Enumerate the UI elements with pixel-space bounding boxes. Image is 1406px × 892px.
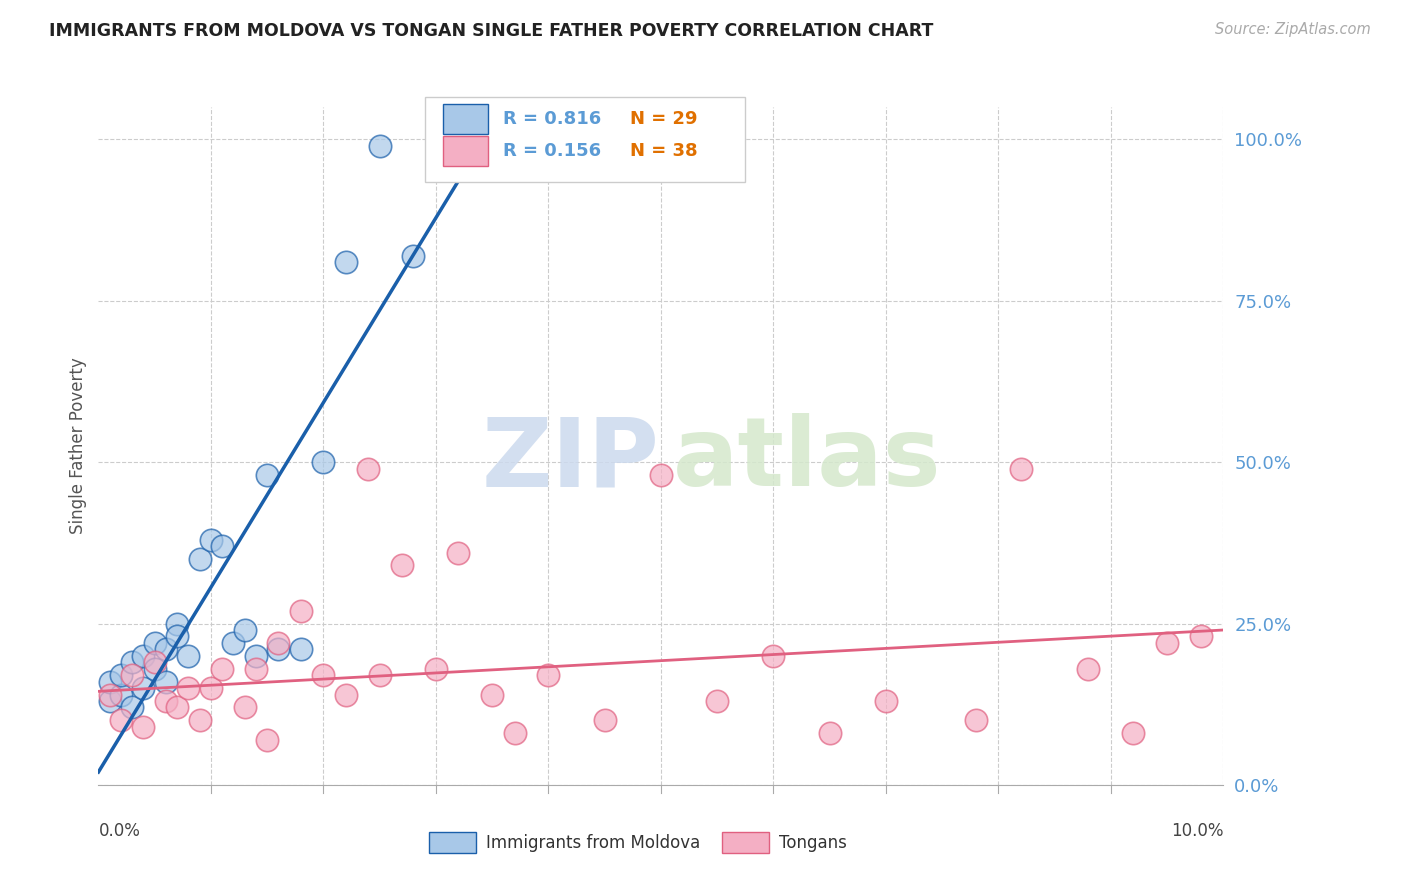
Text: N = 38: N = 38 bbox=[630, 142, 697, 160]
Point bbox=[1156, 636, 1178, 650]
Point bbox=[447, 545, 470, 559]
Point bbox=[132, 681, 155, 695]
Point bbox=[98, 694, 121, 708]
Text: 0.0%: 0.0% bbox=[98, 822, 141, 840]
Point bbox=[368, 138, 391, 153]
Point bbox=[965, 714, 987, 728]
Point bbox=[166, 616, 188, 631]
Point bbox=[537, 668, 560, 682]
Point bbox=[425, 662, 447, 676]
Point bbox=[155, 642, 177, 657]
Point bbox=[121, 700, 143, 714]
Point bbox=[132, 648, 155, 663]
Point bbox=[143, 636, 166, 650]
Point bbox=[1122, 726, 1144, 740]
Point bbox=[98, 688, 121, 702]
Text: ZIP: ZIP bbox=[482, 413, 659, 506]
Text: atlas: atlas bbox=[672, 413, 942, 506]
Point bbox=[650, 468, 672, 483]
Y-axis label: Single Father Poverty: Single Father Poverty bbox=[69, 358, 87, 534]
Point bbox=[98, 674, 121, 689]
Point bbox=[233, 623, 256, 637]
FancyBboxPatch shape bbox=[429, 832, 477, 853]
Point bbox=[110, 668, 132, 682]
Point bbox=[166, 630, 188, 644]
Point bbox=[177, 648, 200, 663]
Point bbox=[245, 662, 267, 676]
Point bbox=[290, 642, 312, 657]
Point bbox=[121, 655, 143, 669]
Point bbox=[593, 714, 616, 728]
Point bbox=[121, 668, 143, 682]
Point bbox=[110, 688, 132, 702]
Point bbox=[357, 461, 380, 475]
Point bbox=[222, 636, 245, 650]
Point bbox=[267, 642, 290, 657]
Point bbox=[818, 726, 841, 740]
Point bbox=[402, 248, 425, 262]
Point bbox=[762, 648, 785, 663]
Text: R = 0.816: R = 0.816 bbox=[503, 111, 602, 128]
Text: IMMIGRANTS FROM MOLDOVA VS TONGAN SINGLE FATHER POVERTY CORRELATION CHART: IMMIGRANTS FROM MOLDOVA VS TONGAN SINGLE… bbox=[49, 22, 934, 40]
Point bbox=[256, 468, 278, 483]
Point bbox=[200, 533, 222, 547]
Text: R = 0.156: R = 0.156 bbox=[503, 142, 602, 160]
Point bbox=[132, 720, 155, 734]
Point bbox=[1077, 662, 1099, 676]
Point bbox=[155, 674, 177, 689]
Point bbox=[335, 255, 357, 269]
Point bbox=[391, 558, 413, 573]
Point bbox=[177, 681, 200, 695]
FancyBboxPatch shape bbox=[721, 832, 769, 853]
Point bbox=[1010, 461, 1032, 475]
FancyBboxPatch shape bbox=[443, 104, 488, 134]
FancyBboxPatch shape bbox=[443, 136, 488, 166]
Point bbox=[267, 636, 290, 650]
Point bbox=[706, 694, 728, 708]
Point bbox=[166, 700, 188, 714]
Point bbox=[312, 668, 335, 682]
Point bbox=[503, 726, 526, 740]
Point bbox=[233, 700, 256, 714]
Point bbox=[368, 668, 391, 682]
Point bbox=[335, 688, 357, 702]
Point bbox=[200, 681, 222, 695]
Point bbox=[188, 552, 211, 566]
Point bbox=[312, 455, 335, 469]
Point bbox=[875, 694, 897, 708]
Text: Immigrants from Moldova: Immigrants from Moldova bbox=[486, 834, 700, 852]
Text: N = 29: N = 29 bbox=[630, 111, 697, 128]
Point bbox=[290, 604, 312, 618]
Point bbox=[110, 714, 132, 728]
Point bbox=[188, 714, 211, 728]
Point bbox=[211, 662, 233, 676]
Point bbox=[1189, 630, 1212, 644]
Point bbox=[256, 732, 278, 747]
Point bbox=[481, 688, 503, 702]
Text: Tongans: Tongans bbox=[779, 834, 846, 852]
Point bbox=[143, 662, 166, 676]
Point bbox=[245, 648, 267, 663]
FancyBboxPatch shape bbox=[425, 97, 745, 182]
Point bbox=[155, 694, 177, 708]
Text: 10.0%: 10.0% bbox=[1171, 822, 1223, 840]
Point bbox=[143, 655, 166, 669]
Text: Source: ZipAtlas.com: Source: ZipAtlas.com bbox=[1215, 22, 1371, 37]
Point bbox=[447, 132, 470, 146]
Point bbox=[211, 539, 233, 553]
